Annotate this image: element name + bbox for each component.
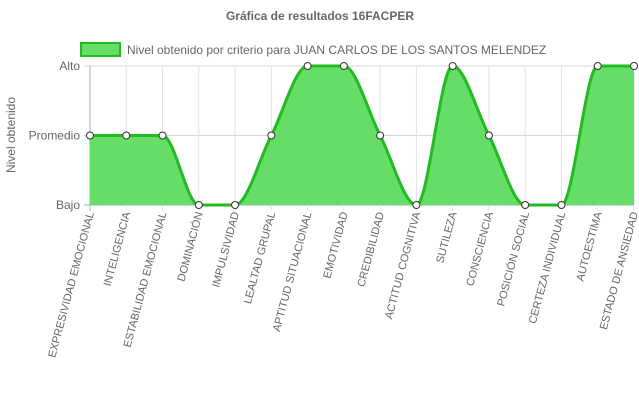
x-tick-label-4: IMPULSIVIDAD bbox=[210, 211, 242, 289]
data-point-2[interactable] bbox=[158, 131, 167, 140]
data-point-5[interactable] bbox=[267, 131, 276, 140]
data-point-9[interactable] bbox=[412, 201, 421, 209]
data-point-12[interactable] bbox=[521, 201, 530, 209]
x-tick-label-1: INTELIGENCIA bbox=[102, 210, 134, 288]
data-point-0[interactable] bbox=[86, 131, 94, 140]
x-tick-label-11: CONSCIENCIA bbox=[464, 210, 496, 288]
x-tick-label-3: DOMINACIÓN bbox=[175, 210, 206, 282]
x-tick-label-10: SUTILEZA bbox=[434, 210, 459, 265]
data-point-13[interactable] bbox=[557, 201, 566, 209]
x-axis-ticks: EXPRESIVIDAD EMOCIONAL INTELIGENCIAESTABI… bbox=[46, 210, 639, 359]
data-point-11[interactable] bbox=[484, 131, 493, 140]
y-axis-ticks: Bajo Promedio Alto bbox=[29, 59, 81, 212]
x-tick-label-9: ACTITUD COGNITIVA bbox=[383, 210, 423, 320]
data-point-15[interactable] bbox=[630, 62, 638, 70]
chart-title: Gráfica de resultados 16FACPER bbox=[226, 9, 414, 23]
y-axis-label: Nivel obtenido bbox=[4, 97, 18, 173]
legend-swatch bbox=[80, 42, 121, 57]
data-point-8[interactable] bbox=[376, 131, 385, 140]
data-point-1[interactable] bbox=[122, 131, 131, 140]
x-tick-label-6: APTITUD SITUACIONAL bbox=[271, 211, 315, 333]
legend[interactable]: Nivel obtenido por criterio para JUAN CA… bbox=[80, 42, 546, 57]
x-tick-label-8: CREDIBILIDAD bbox=[356, 211, 388, 289]
x-tick-label-12: POSICIÓN SOCIAL bbox=[494, 210, 532, 307]
x-tick-label-5: LEALTAD GRUPAL bbox=[242, 211, 278, 306]
data-point-7[interactable] bbox=[339, 62, 348, 70]
x-tick-label-14: AUTOESTIMA bbox=[575, 210, 605, 283]
data-point-4[interactable] bbox=[231, 201, 240, 209]
series-area-fill bbox=[90, 66, 634, 205]
x-tick-label-15: ESTADO DE ANSIEDAD bbox=[598, 211, 639, 331]
y-tick-label-1: Promedio bbox=[29, 129, 81, 143]
legend-label: Nivel obtenido por criterio para JUAN CA… bbox=[127, 43, 546, 57]
y-tick-label-2: Alto bbox=[59, 59, 80, 73]
data-point-3[interactable] bbox=[194, 201, 203, 209]
x-tick-label-13: CERTEZA INDIVIDUAL bbox=[527, 211, 568, 326]
x-tick-label-2: ESTABILIDAD EMOCIONAL bbox=[122, 211, 170, 349]
x-tick-label-7: EMOTIVIDAD bbox=[321, 211, 350, 280]
y-tick-label-0: Bajo bbox=[56, 198, 80, 212]
data-point-14[interactable] bbox=[593, 62, 602, 70]
x-tick-label-0: EXPRESIVIDAD EMOCIONAL bbox=[46, 211, 97, 359]
data-point-6[interactable] bbox=[303, 62, 312, 70]
data-point-10[interactable] bbox=[448, 62, 457, 70]
series-points bbox=[86, 62, 638, 209]
